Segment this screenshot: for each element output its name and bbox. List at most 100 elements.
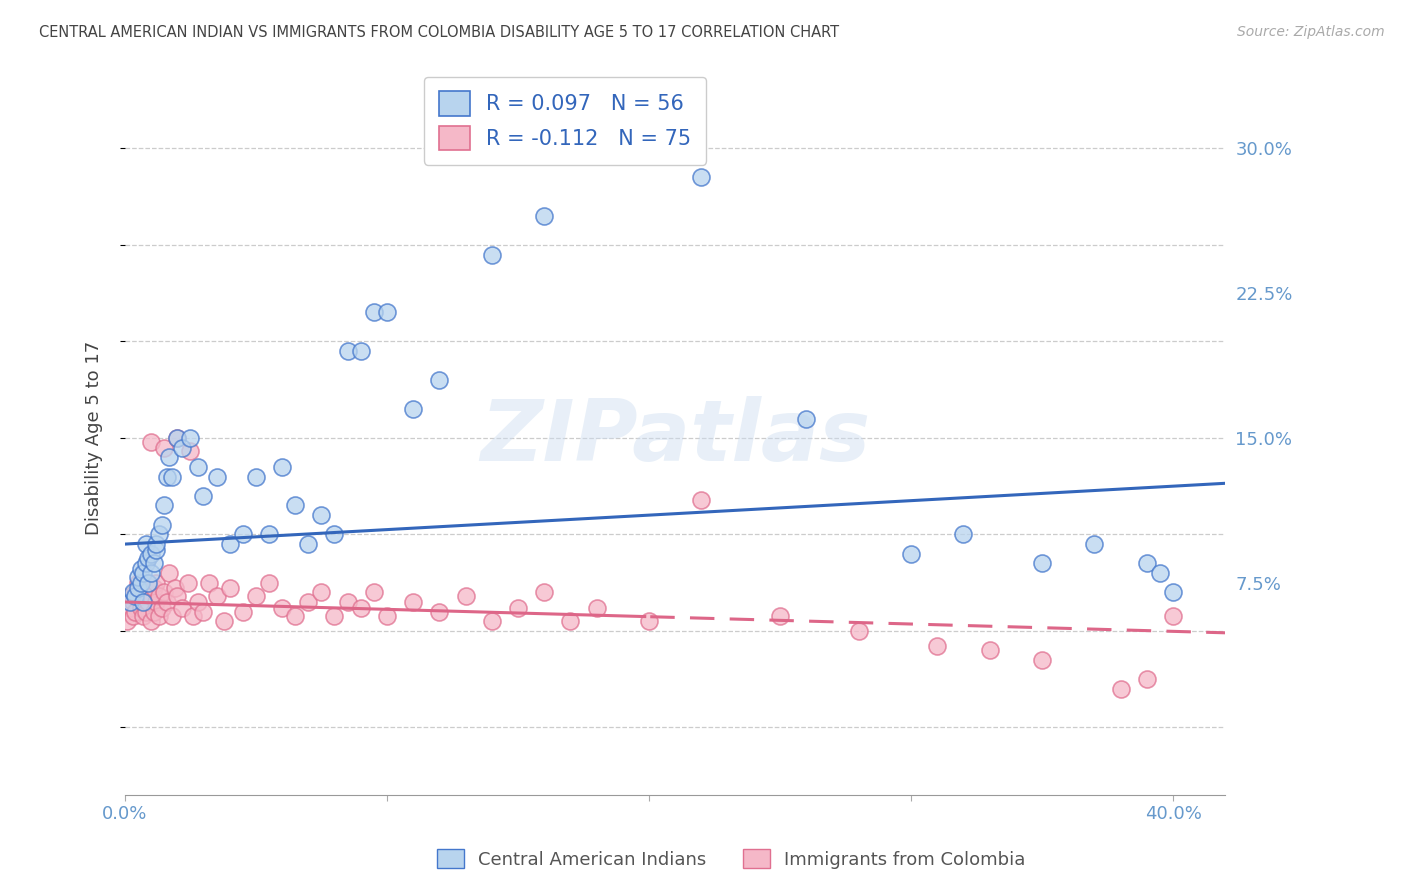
Text: ZIPatlas: ZIPatlas: [479, 396, 870, 479]
Point: [129, 600, 152, 615]
Point: [1161, 585, 1184, 599]
Point: [139, 566, 162, 580]
Point: [132, 566, 155, 580]
Point: [1149, 566, 1171, 580]
Point: [363, 585, 385, 599]
Point: [177, 575, 200, 590]
Point: [124, 605, 146, 619]
Point: [172, 441, 194, 455]
Point: [257, 575, 280, 590]
Point: [363, 305, 385, 319]
Point: [232, 605, 254, 619]
Point: [1161, 608, 1184, 623]
Point: [197, 575, 219, 590]
Point: [205, 469, 228, 483]
Point: [127, 582, 149, 596]
Point: [952, 527, 974, 541]
Point: [506, 600, 529, 615]
Point: [139, 589, 162, 603]
Point: [794, 411, 817, 425]
Point: [120, 595, 142, 609]
Point: [127, 575, 149, 590]
Point: [148, 527, 170, 541]
Point: [166, 431, 188, 445]
Point: [166, 431, 188, 445]
Point: [271, 600, 294, 615]
Point: [150, 517, 173, 532]
Point: [156, 469, 179, 483]
Point: [690, 170, 713, 185]
Point: [124, 585, 146, 599]
Point: [638, 615, 661, 629]
Point: [1031, 557, 1053, 571]
Point: [585, 600, 607, 615]
Point: [145, 575, 167, 590]
Point: [121, 595, 143, 609]
Point: [375, 608, 398, 623]
Point: [166, 589, 188, 603]
Text: Source: ZipAtlas.com: Source: ZipAtlas.com: [1237, 25, 1385, 39]
Point: [129, 562, 152, 576]
Point: [323, 527, 346, 541]
Point: [179, 431, 201, 445]
Point: [139, 434, 162, 449]
Point: [148, 589, 170, 603]
Point: [153, 499, 176, 513]
Point: [1109, 681, 1132, 696]
Point: [350, 600, 373, 615]
Point: [245, 589, 267, 603]
Point: [336, 344, 359, 359]
Point: [145, 595, 167, 609]
Point: [135, 585, 157, 599]
Point: [129, 582, 152, 596]
Point: [179, 444, 201, 458]
Point: [172, 600, 194, 615]
Point: [769, 608, 792, 623]
Point: [214, 615, 236, 629]
Point: [160, 608, 183, 623]
Point: [533, 585, 555, 599]
Point: [350, 344, 373, 359]
Point: [402, 595, 425, 609]
Point: [138, 550, 160, 565]
Y-axis label: Disability Age 5 to 17: Disability Age 5 to 17: [86, 341, 103, 535]
Point: [127, 570, 149, 584]
Point: [187, 595, 209, 609]
Point: [979, 643, 1001, 657]
Point: [927, 640, 949, 654]
Point: [145, 537, 167, 551]
Point: [560, 615, 582, 629]
Point: [900, 547, 922, 561]
Point: [454, 589, 477, 603]
Point: [218, 537, 240, 551]
Point: [142, 582, 165, 596]
Point: [481, 615, 503, 629]
Point: [120, 600, 142, 615]
Point: [271, 459, 294, 474]
Point: [156, 595, 179, 609]
Point: [138, 575, 160, 590]
Point: [139, 615, 162, 629]
Point: [135, 557, 157, 571]
Point: [690, 492, 713, 507]
Point: [120, 589, 142, 603]
Point: [1136, 672, 1159, 686]
Point: [142, 605, 165, 619]
Point: [157, 450, 180, 465]
Point: [139, 547, 162, 561]
Point: [157, 566, 180, 580]
Point: [153, 441, 176, 455]
Point: [218, 582, 240, 596]
Point: [135, 537, 157, 551]
Point: [257, 527, 280, 541]
Point: [153, 585, 176, 599]
Point: [135, 605, 157, 619]
Point: [148, 608, 170, 623]
Point: [481, 247, 503, 261]
Point: [311, 585, 333, 599]
Point: [284, 608, 307, 623]
Point: [427, 605, 450, 619]
Point: [245, 469, 267, 483]
Point: [142, 557, 165, 571]
Point: [138, 575, 160, 590]
